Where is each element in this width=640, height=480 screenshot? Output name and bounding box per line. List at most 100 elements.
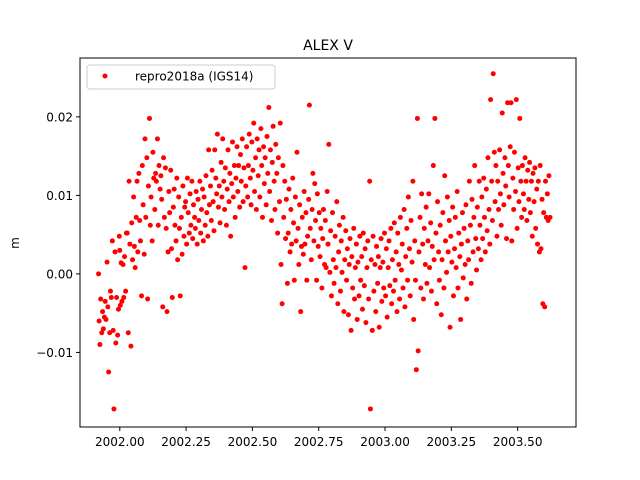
data-point <box>472 163 478 169</box>
data-point <box>235 188 241 194</box>
data-point <box>110 327 116 333</box>
data-point <box>416 249 422 255</box>
data-point <box>424 280 430 286</box>
data-point <box>303 210 309 216</box>
data-point <box>233 175 239 181</box>
data-point <box>333 265 339 271</box>
data-point <box>157 186 163 192</box>
data-point <box>486 207 492 213</box>
data-point <box>461 225 467 231</box>
data-point <box>193 188 199 194</box>
data-point <box>180 183 186 189</box>
data-point <box>433 230 439 236</box>
data-point <box>288 207 294 213</box>
data-point <box>495 178 501 184</box>
data-point <box>299 214 305 220</box>
data-point <box>267 188 273 194</box>
data-point <box>359 254 365 260</box>
data-point <box>503 183 509 189</box>
data-point <box>494 233 500 239</box>
data-point <box>120 261 126 267</box>
data-point <box>535 178 541 184</box>
data-point <box>343 228 349 234</box>
data-point <box>359 306 365 312</box>
data-point <box>386 238 392 244</box>
data-point <box>217 220 223 226</box>
data-point <box>397 296 403 302</box>
data-point <box>131 194 137 200</box>
x-tick-label: 2003.50 <box>493 435 543 449</box>
y-tick-label: 0.01 <box>46 189 73 203</box>
data-point <box>415 348 421 354</box>
data-point <box>113 340 119 346</box>
data-point <box>347 236 353 242</box>
data-point <box>176 194 182 200</box>
data-point <box>318 225 324 231</box>
data-point <box>373 309 379 315</box>
data-point <box>245 163 251 169</box>
data-point <box>399 241 405 247</box>
data-point <box>385 265 391 271</box>
data-point <box>188 222 194 228</box>
data-point <box>262 155 268 161</box>
data-point <box>133 214 139 220</box>
data-point <box>426 191 432 197</box>
data-point <box>497 191 503 197</box>
data-point <box>280 163 286 169</box>
data-point <box>488 97 494 103</box>
data-point <box>524 218 530 224</box>
data-point <box>276 199 282 205</box>
data-point <box>269 159 275 165</box>
data-point <box>116 233 122 239</box>
data-point <box>469 196 475 202</box>
data-point <box>241 165 247 171</box>
data-point <box>227 170 233 176</box>
data-point <box>134 178 140 184</box>
data-point <box>190 236 196 242</box>
data-point <box>474 267 480 273</box>
data-point <box>444 269 450 275</box>
data-point <box>511 207 517 213</box>
data-point <box>505 163 511 169</box>
data-point <box>519 163 525 169</box>
data-point <box>345 312 351 318</box>
data-point <box>102 298 108 304</box>
data-point <box>176 225 182 231</box>
data-point <box>420 241 426 247</box>
data-point <box>375 254 381 260</box>
data-point <box>277 120 283 126</box>
data-point <box>504 236 510 242</box>
data-point <box>335 301 341 307</box>
data-point <box>353 241 359 247</box>
data-point <box>422 261 428 267</box>
data-point <box>360 230 366 236</box>
data-point <box>220 136 226 142</box>
data-point <box>139 163 145 169</box>
data-point <box>477 222 483 228</box>
data-point <box>147 222 153 228</box>
data-point <box>368 257 374 263</box>
data-point <box>261 144 267 150</box>
data-point <box>370 233 376 239</box>
data-point <box>348 327 354 333</box>
data-point <box>137 238 143 244</box>
data-point <box>391 288 397 294</box>
data-point <box>264 134 270 140</box>
data-point <box>132 265 138 271</box>
data-point <box>139 293 145 299</box>
data-point <box>320 236 326 242</box>
data-point <box>143 214 149 220</box>
data-point <box>261 181 267 187</box>
data-point <box>388 225 394 231</box>
data-point <box>184 175 190 181</box>
data-point <box>109 238 115 244</box>
data-point <box>331 280 337 286</box>
data-point <box>300 251 306 257</box>
data-point <box>253 155 259 161</box>
data-point <box>290 175 296 181</box>
data-point <box>314 277 320 283</box>
data-point <box>170 204 176 210</box>
data-point <box>382 230 387 236</box>
data-point <box>431 257 437 263</box>
data-point <box>448 233 454 239</box>
